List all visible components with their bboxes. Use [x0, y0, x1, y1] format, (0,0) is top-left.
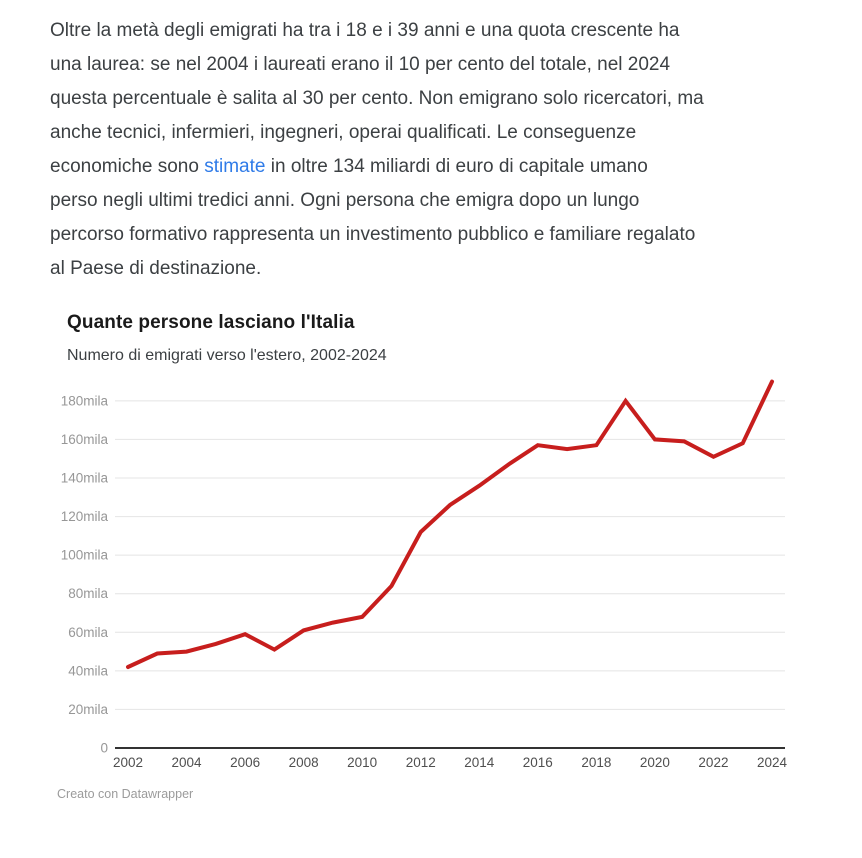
- x-tick-label: 2024: [757, 755, 788, 770]
- chart-title: Quante persone lasciano l'Italia: [67, 312, 355, 333]
- paragraph-line: percorso formativo rappresenta un invest…: [50, 218, 812, 252]
- emigration-chart: Quante persone lasciano l'Italia Numero …: [50, 312, 812, 801]
- y-tick-label: 180mila: [61, 393, 109, 408]
- article-page: Oltre la metà degli emigrati ha tra i 18…: [50, 14, 812, 801]
- paragraph-text: anche tecnici, infermieri, ingegneri, op…: [50, 122, 637, 143]
- paragraph-line: perso negli ultimi tredici anni. Ogni pe…: [50, 184, 812, 218]
- x-tick-label: 2008: [289, 755, 319, 770]
- paragraph-line: una laurea: se nel 2004 i laureati erano…: [50, 48, 812, 82]
- paragraph-line: anche tecnici, infermieri, ingegneri, op…: [50, 116, 812, 150]
- y-tick-label: 80mila: [68, 586, 108, 601]
- paragraph-text: questa percentuale è salita al 30 per ce…: [50, 88, 704, 109]
- y-tick-label: 60mila: [68, 625, 108, 640]
- chart-subtitle: Numero di emigrati verso l'estero, 2002-…: [67, 347, 387, 364]
- chart-attribution: Creato con Datawrapper: [57, 787, 194, 801]
- paragraph-text: perso negli ultimi tredici anni. Ogni pe…: [50, 190, 640, 211]
- paragraph-text: economiche sono: [50, 156, 205, 177]
- paragraph-line: Oltre la metà degli emigrati ha tra i 18…: [50, 14, 812, 48]
- y-tick-label: 40mila: [68, 663, 108, 678]
- x-tick-label: 2018: [581, 755, 611, 770]
- x-tick-label: 2002: [113, 755, 143, 770]
- paragraph-text: una laurea: se nel 2004 i laureati erano…: [50, 54, 671, 75]
- paragraph-line: al Paese di destinazione.: [50, 252, 812, 286]
- y-tick-label: 20mila: [68, 702, 108, 717]
- emigration-line: [126, 379, 774, 669]
- paragraph-text: al Paese di destinazione.: [50, 258, 262, 279]
- x-tick-label: 2010: [347, 755, 377, 770]
- y-tick-label: 160mila: [61, 432, 109, 447]
- x-tick-label: 2022: [698, 755, 728, 770]
- y-tick-label: 0: [100, 741, 108, 756]
- x-tick-label: 2012: [406, 755, 436, 770]
- y-tick-label: 100mila: [61, 548, 109, 563]
- paragraph-text: Oltre la metà degli emigrati ha tra i 18…: [50, 20, 680, 41]
- x-tick-label: 2020: [640, 755, 670, 770]
- line-chart-canvas: 0 20mila 40mila 60mila 80mila 100mila 120mila 1…: [61, 379, 788, 770]
- stimate-link[interactable]: stimate: [204, 156, 266, 177]
- paragraph-line: economiche sono stimate in oltre 134 mil…: [50, 150, 812, 184]
- paragraph-line: questa percentuale è salita al 30 per ce…: [50, 82, 812, 116]
- paragraph-text: in oltre 134 miliardi di euro di capital…: [265, 156, 648, 177]
- y-tick-label: 120mila: [61, 509, 109, 524]
- x-tick-label: 2006: [230, 755, 260, 770]
- y-tick-label: 140mila: [61, 471, 109, 486]
- article-paragraph: Oltre la metà degli emigrati ha tra i 18…: [50, 14, 812, 286]
- x-tick-label: 2004: [172, 755, 203, 770]
- x-tick-label: 2014: [464, 755, 495, 770]
- paragraph-text: percorso formativo rappresenta un invest…: [50, 224, 696, 245]
- x-tick-label: 2016: [523, 755, 553, 770]
